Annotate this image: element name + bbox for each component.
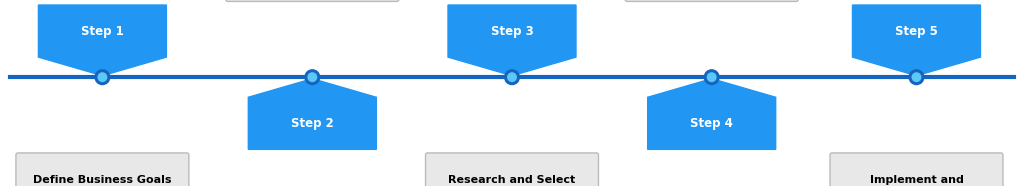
- Circle shape: [506, 71, 518, 84]
- Circle shape: [910, 71, 923, 84]
- Text: Step 5: Step 5: [895, 25, 938, 38]
- Polygon shape: [39, 5, 166, 76]
- Text: Define Business Goals
and Use Cases: Define Business Goals and Use Cases: [33, 175, 172, 186]
- FancyBboxPatch shape: [226, 0, 398, 1]
- FancyBboxPatch shape: [426, 153, 598, 186]
- Polygon shape: [647, 79, 776, 149]
- Text: Research and Select
Components: Research and Select Components: [449, 175, 575, 186]
- Text: Implement and
Monitor: Implement and Monitor: [869, 175, 964, 186]
- Text: Step 4: Step 4: [690, 117, 733, 130]
- Polygon shape: [449, 5, 575, 76]
- FancyBboxPatch shape: [16, 153, 188, 186]
- Polygon shape: [248, 79, 377, 149]
- Circle shape: [306, 71, 318, 84]
- Polygon shape: [852, 5, 981, 76]
- Circle shape: [706, 71, 718, 84]
- Text: Step 2: Step 2: [291, 117, 334, 130]
- Circle shape: [96, 71, 109, 84]
- FancyBboxPatch shape: [626, 0, 798, 1]
- Text: Step 3: Step 3: [490, 25, 534, 38]
- FancyBboxPatch shape: [830, 153, 1002, 186]
- Text: Step 1: Step 1: [81, 25, 124, 38]
